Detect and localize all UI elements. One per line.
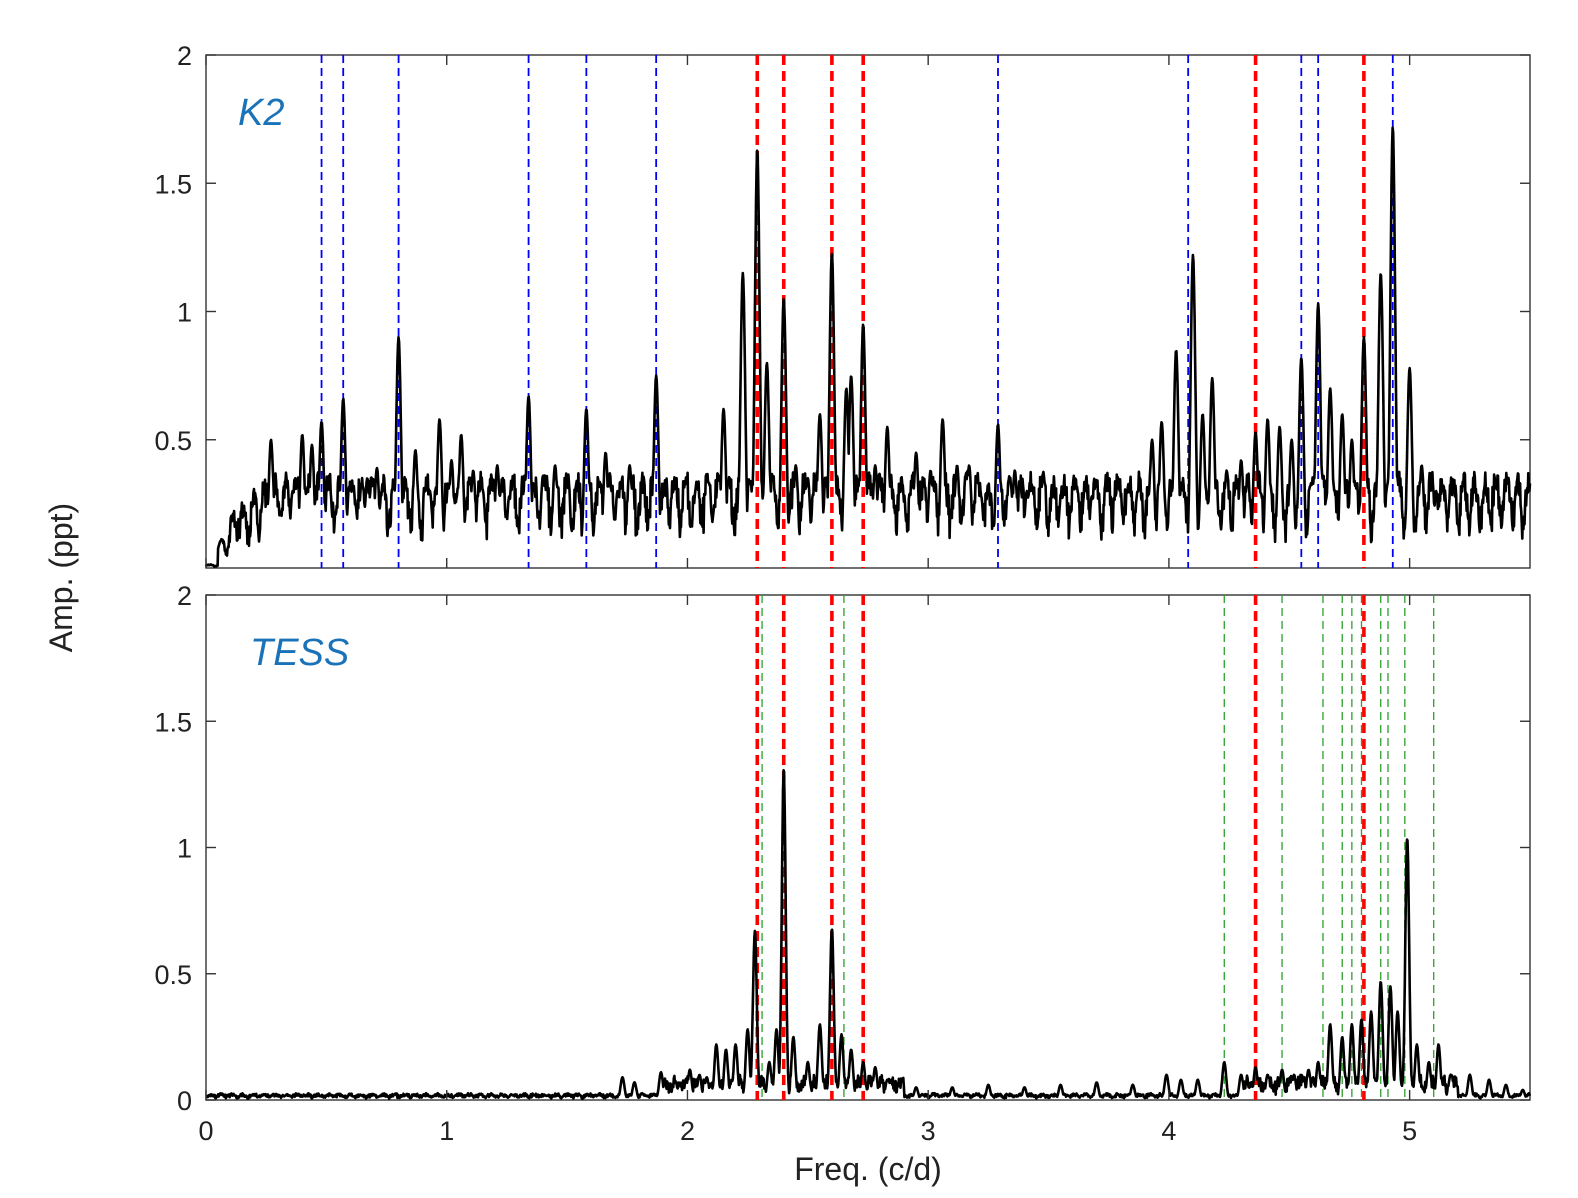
k2-panel-label: K2 [238, 92, 284, 134]
k2-panel: 0.5 1 1.5 2 K2 [154, 41, 1532, 569]
k2-y-tick-label-1: 1 [177, 298, 192, 328]
tess-spectrum-line [205, 768, 1532, 1101]
y-axis-title: Amp. (ppt) [43, 503, 79, 652]
x-tick-label-5: 5 [1402, 1116, 1417, 1146]
k2-spectrum-line [204, 126, 1532, 568]
k2-y-tick-label-3: 2 [177, 41, 192, 71]
x-tick-label-1: 1 [439, 1116, 454, 1146]
tess-y-tick-label-3: 1.5 [154, 707, 192, 737]
tess-panel: 0 0.5 1 1.5 2 0 1 2 3 4 5 TESS [154, 581, 1532, 1146]
x-tick-label-0: 0 [198, 1116, 213, 1146]
tess-y-tick-label-0: 0 [177, 1086, 192, 1116]
x-tick-label-3: 3 [921, 1116, 936, 1146]
k2-y-tick-label-2: 1.5 [154, 169, 192, 199]
x-axis-title: Freq. (c/d) [794, 1151, 942, 1187]
tess-y-tick-label-2: 1 [177, 834, 192, 864]
tess-panel-label: TESS [250, 632, 349, 674]
tess-y-tick-label-1: 0.5 [154, 960, 192, 990]
k2-y-tick-label-0: 0.5 [154, 426, 192, 456]
x-tick-label-4: 4 [1161, 1116, 1176, 1146]
x-tick-label-2: 2 [680, 1116, 695, 1146]
tess-y-tick-label-4: 2 [177, 581, 192, 611]
